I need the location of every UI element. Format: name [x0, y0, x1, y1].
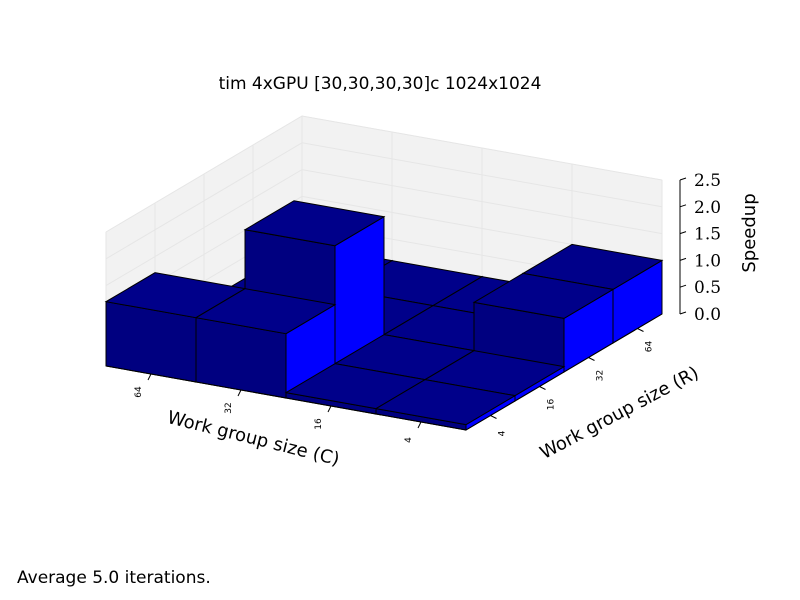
bar-c4-r4	[374, 379, 517, 431]
z-tick-mark	[679, 231, 687, 235]
y-tick-label: 4	[498, 430, 508, 436]
z-tick-mark	[679, 204, 687, 208]
y-axis-line	[465, 313, 663, 431]
z-tick-label: 1.5	[694, 225, 721, 245]
y-tick-label: 16	[547, 399, 557, 411]
z-tick-label: 0.5	[694, 278, 721, 298]
bar-top-face	[374, 379, 517, 426]
x-axis-label: Work group size (C)	[165, 407, 341, 470]
bar-c32-r4	[194, 288, 337, 399]
x-tick-label: 4	[404, 437, 414, 443]
y-tick-mark	[539, 386, 546, 390]
x-tick-label: 16	[314, 418, 324, 430]
x-tick-mark	[237, 389, 242, 397]
z-tick-mark	[679, 311, 687, 315]
x-axis-line	[105, 365, 467, 431]
z-tick-mark	[679, 257, 687, 261]
y-tick-mark	[588, 357, 595, 361]
y-tick-label: 64	[645, 341, 655, 353]
y-tick-mark	[490, 415, 497, 419]
chart-title: tim 4xGPU [30,30,30,30]c 1024x1024	[219, 74, 542, 94]
z-tick-label: 0.0	[694, 305, 721, 325]
bar-top-face	[243, 200, 386, 247]
z-tick-mark	[679, 177, 687, 181]
x-tick-label: 32	[224, 402, 234, 413]
x-tick-mark	[327, 405, 332, 413]
x-tick-label: 64	[134, 386, 144, 398]
z-tick-label: 2.5	[694, 171, 721, 191]
x-tick-mark	[147, 373, 152, 381]
grid-line-z	[105, 195, 663, 313]
y-axis-label: Work group size (R)	[537, 362, 703, 463]
grid-line-z	[105, 169, 663, 287]
grid-line-z	[105, 142, 663, 260]
z-tick-mark	[679, 284, 687, 288]
bar-top-face	[194, 288, 337, 335]
chart-bars	[104, 200, 664, 431]
z-axis-label: Speedup	[739, 193, 760, 272]
grid-line-z	[105, 115, 663, 233]
z-tick-label: 1.0	[694, 251, 721, 271]
iterations-note: Average 5.0 iterations.	[17, 568, 211, 588]
y-tick-label: 32	[596, 370, 606, 381]
y-tick-mark	[637, 328, 644, 332]
z-tick-label: 2.0	[694, 198, 721, 218]
x-tick-mark	[417, 421, 422, 429]
bar-top-face	[472, 272, 615, 319]
chart-axes: 64 32 16 4 4 16 32 64 0.0 0.5 1.0 1.5 2.0 2.5	[105, 171, 721, 443]
